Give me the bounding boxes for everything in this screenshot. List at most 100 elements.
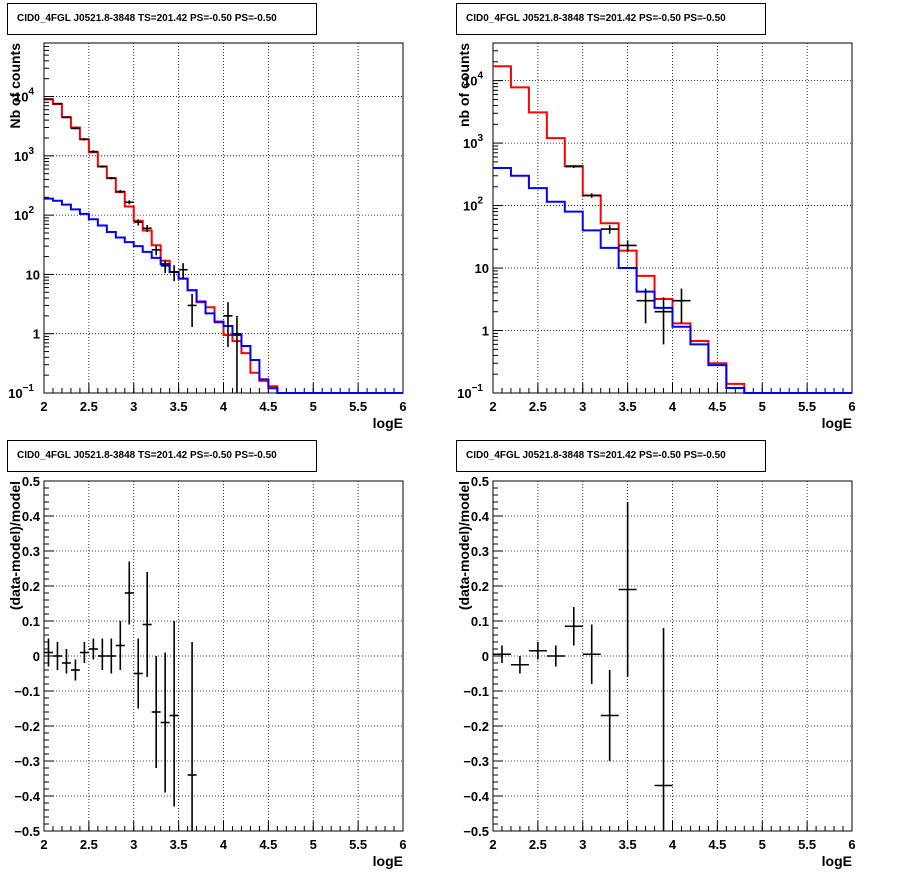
- chart-title: CID0_4FGL J0521.8-3848 TS=201.42 PS=-0.5…: [7, 440, 317, 472]
- data-point: [564, 165, 583, 168]
- data-point: [142, 225, 152, 232]
- x-axis-title: logE: [822, 853, 852, 869]
- data-point: [160, 260, 170, 274]
- x-tick-label: 3.5: [619, 837, 637, 852]
- y-tick-label: −0.5: [14, 824, 40, 839]
- data-point: [582, 193, 601, 198]
- data-point: [546, 645, 565, 667]
- x-tick-label: 2.5: [80, 399, 98, 414]
- spectrum-panel-1: 2 2.5 3 3.5 4 4.5 5 5.5 6 10−1 1 10 102 103 104 logE Nb …: [0, 0, 449, 437]
- y-tick-label: 0.4: [471, 509, 490, 524]
- model-component-line: [44, 197, 403, 394]
- y-tick-label: 0.5: [471, 474, 489, 489]
- data-point: [636, 288, 655, 324]
- data-point: [61, 116, 71, 119]
- data-point: [61, 649, 71, 674]
- x-tick-label: 2: [489, 399, 496, 414]
- y-tick-label: 1: [482, 324, 489, 339]
- y-tick-label: 0: [33, 649, 40, 664]
- data-point: [70, 127, 80, 130]
- x-tick-label: 2: [40, 399, 47, 414]
- y-tick-label: 0.1: [22, 614, 40, 629]
- y-tick-label: −0.4: [14, 789, 40, 804]
- y-tick-label: 0.3: [471, 544, 489, 559]
- data-series: [44, 98, 403, 394]
- data-point: [97, 165, 107, 168]
- x-tick-label: 4.5: [708, 399, 726, 414]
- x-tick-label: 5.5: [349, 399, 367, 414]
- data-point: [223, 302, 233, 347]
- data-point: [88, 150, 98, 153]
- y-tick-label: −0.1: [463, 684, 489, 699]
- x-tick-label: 5: [310, 399, 317, 414]
- x-tick-label: 6: [848, 399, 855, 414]
- data-point: [600, 225, 619, 234]
- model-component-line: [493, 166, 852, 394]
- y-tick-label: −0.2: [463, 719, 489, 734]
- y-tick-label: 0: [482, 649, 489, 664]
- data-point: [654, 297, 673, 345]
- data-point: [115, 621, 125, 670]
- data-point: [97, 638, 107, 670]
- plot-frame: [43, 42, 404, 394]
- y-tick-label: 1: [33, 327, 40, 342]
- data-point: [187, 642, 197, 831]
- y-tick-label: 104: [14, 87, 34, 105]
- axes: 2 2.5 3 3.5 4 4.5 5 5.5 6 10−1 1 10 102 103 104 logE nb …: [456, 42, 856, 431]
- y-tick-label: −0.2: [14, 719, 40, 734]
- y-tick-label: 10−1: [457, 383, 483, 401]
- y-axis-title: Nb of counts: [7, 43, 23, 129]
- data-series: [44, 561, 197, 831]
- x-tick-label: 5: [310, 837, 317, 852]
- y-tick-label: 10: [475, 261, 489, 276]
- data-point: [70, 659, 80, 681]
- x-tick-label: 4.5: [259, 399, 277, 414]
- x-tick-label: 4: [220, 399, 228, 414]
- data-point: [151, 245, 161, 256]
- spectrum-panel-2: 2 2.5 3 3.5 4 4.5 5 5.5 6 10−1 1 10 102 103 104 logE nb …: [449, 0, 898, 437]
- x-tick-label: 4: [669, 837, 677, 852]
- data-point: [151, 656, 161, 768]
- y-tick-label: 0.1: [471, 614, 489, 629]
- data-point: [133, 219, 143, 226]
- y-tick-label: 103: [463, 133, 483, 151]
- data-point: [142, 572, 152, 677]
- x-tick-label: 2.5: [80, 837, 98, 852]
- y-tick-label: 10−1: [8, 383, 34, 401]
- data-point: [528, 642, 547, 660]
- x-tick-label: 3.5: [170, 399, 188, 414]
- y-tick-label: 104: [463, 71, 483, 89]
- x-axis-title: logE: [822, 415, 852, 431]
- chart-title: CID0_4FGL J0521.8-3848 TS=201.42 PS=-0.5…: [456, 440, 766, 472]
- data-point: [52, 102, 62, 105]
- x-tick-label: 2.5: [529, 837, 547, 852]
- x-tick-label: 6: [848, 837, 855, 852]
- y-tick-label: 10: [26, 267, 40, 282]
- axes: 2 2.5 3 3.5 4 4.5 5 5.5 6 −0.5 −0.4 −0.3 −0.2 −0.1 0 0.…: [456, 474, 856, 869]
- y-tick-label: 0.5: [22, 474, 40, 489]
- data-point: [582, 624, 601, 684]
- x-tick-label: 4: [220, 837, 228, 852]
- data-point: [44, 638, 53, 667]
- chart-title: CID0_4FGL J0521.8-3848 TS=201.42 PS=-0.5…: [456, 3, 766, 35]
- data-series: [493, 65, 852, 394]
- data-point: [654, 628, 673, 831]
- y-tick-label: 102: [463, 196, 483, 214]
- x-tick-label: 3.5: [170, 837, 188, 852]
- data-point: [618, 502, 637, 677]
- x-axis-title: logE: [373, 853, 403, 869]
- x-tick-label: 2: [40, 837, 47, 852]
- x-tick-label: 5: [759, 837, 766, 852]
- data-point: [672, 288, 691, 324]
- data-point: [160, 652, 170, 793]
- y-tick-label: 0.3: [22, 544, 40, 559]
- data-point: [169, 621, 179, 807]
- data-point: [169, 265, 179, 282]
- data-point: [106, 176, 116, 180]
- x-axis-title: logE: [373, 415, 403, 431]
- residual-chart-1: 2 2.5 3 3.5 4 4.5 5 5.5 6 −0.5 −0.4 −0.3 −0.2 −0.1 0 0.…: [7, 474, 407, 869]
- x-tick-label: 3: [130, 399, 137, 414]
- data-point: [133, 638, 143, 709]
- plot-frame: [43, 480, 404, 832]
- data-point: [44, 98, 53, 101]
